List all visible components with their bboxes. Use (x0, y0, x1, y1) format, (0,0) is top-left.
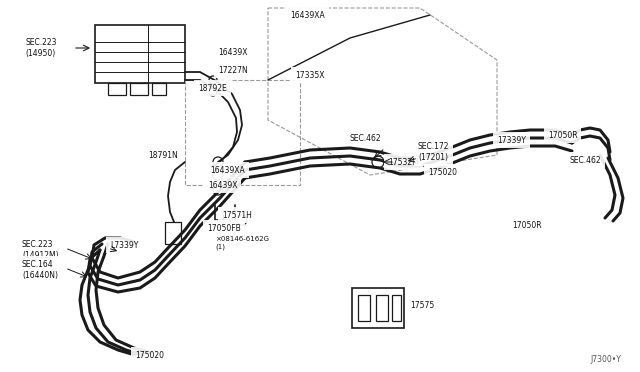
Circle shape (213, 170, 223, 180)
Bar (152, 83, 166, 95)
Text: SEC.462: SEC.462 (570, 155, 602, 164)
Text: J7300•Y: J7300•Y (590, 356, 621, 365)
Text: 16439XA: 16439XA (210, 166, 244, 174)
Bar (165, 222, 181, 244)
Circle shape (209, 76, 217, 84)
Text: 16439X: 16439X (208, 180, 237, 189)
Text: 17050R: 17050R (548, 131, 578, 140)
Text: 17335X: 17335X (295, 71, 324, 80)
Text: SEC.164
(16440N): SEC.164 (16440N) (22, 260, 58, 280)
Text: 17575: 17575 (410, 301, 435, 310)
Text: 17050R: 17050R (512, 221, 541, 230)
Text: 18792E: 18792E (198, 83, 227, 93)
Text: 16439XA: 16439XA (290, 10, 324, 19)
Text: SEC.223
(14912M): SEC.223 (14912M) (22, 240, 59, 260)
Circle shape (237, 215, 247, 225)
Circle shape (213, 185, 223, 195)
Circle shape (209, 88, 217, 96)
Circle shape (372, 156, 384, 168)
Text: SEC.462: SEC.462 (350, 134, 381, 142)
Text: SEC.223
(14950): SEC.223 (14950) (25, 38, 56, 58)
Text: 175020: 175020 (428, 167, 457, 176)
Text: 17050FB: 17050FB (207, 224, 241, 232)
Bar (392, 295, 401, 321)
Text: 175020: 175020 (135, 350, 164, 359)
Bar (352, 288, 404, 328)
Bar (358, 295, 370, 321)
Text: 17571H: 17571H (222, 211, 252, 219)
Bar (95, 25, 185, 83)
Text: SEC.172
(17201): SEC.172 (17201) (418, 142, 449, 162)
Text: 17532M: 17532M (388, 157, 419, 167)
Text: 17227N: 17227N (218, 65, 248, 74)
Bar (376, 295, 388, 321)
Text: 16439X: 16439X (218, 48, 248, 57)
Text: ×08146-6162G
(1): ×08146-6162G (1) (215, 236, 269, 250)
Text: 17339Y: 17339Y (497, 135, 526, 144)
Bar (130, 83, 148, 95)
Circle shape (213, 157, 223, 167)
Bar (108, 83, 126, 95)
Text: 18791N: 18791N (148, 151, 178, 160)
Text: L7339Y: L7339Y (110, 241, 138, 250)
